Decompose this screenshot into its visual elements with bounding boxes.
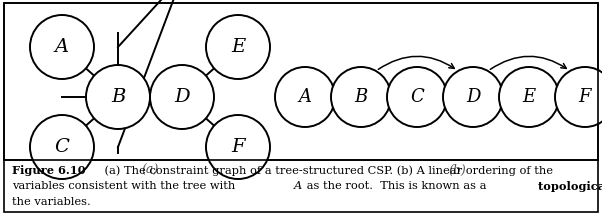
Bar — [4, 3, 598, 160]
Text: variables consistent with the tree with: variables consistent with the tree with — [12, 181, 239, 191]
Text: E: E — [231, 38, 245, 56]
Circle shape — [555, 67, 602, 127]
Text: (a): (a) — [141, 163, 158, 177]
Circle shape — [499, 67, 559, 127]
Circle shape — [86, 65, 150, 129]
Text: B: B — [111, 88, 125, 106]
Circle shape — [387, 67, 447, 127]
Text: Figure 6.10: Figure 6.10 — [12, 165, 85, 176]
Text: C: C — [410, 88, 424, 106]
Text: (b): (b) — [448, 163, 466, 177]
Text: B: B — [355, 88, 368, 106]
Circle shape — [30, 15, 94, 79]
Text: F: F — [579, 88, 591, 106]
Text: E: E — [523, 88, 536, 106]
Text: A: A — [299, 88, 311, 106]
Circle shape — [331, 67, 391, 127]
Circle shape — [206, 115, 270, 179]
Text: as the root.  This is known as a: as the root. This is known as a — [303, 181, 490, 191]
Text: D: D — [174, 88, 190, 106]
Circle shape — [150, 65, 214, 129]
Circle shape — [275, 67, 335, 127]
Text: A: A — [294, 181, 302, 191]
Text: D: D — [466, 88, 480, 106]
Text: the variables.: the variables. — [12, 197, 91, 207]
Circle shape — [30, 115, 94, 179]
Text: C: C — [55, 138, 69, 156]
Text: topological sort: topological sort — [538, 181, 602, 192]
Circle shape — [206, 15, 270, 79]
Circle shape — [443, 67, 503, 127]
Text: F: F — [231, 138, 245, 156]
Text: (a) The constraint graph of a tree-structured CSP. (b) A linear ordering of the: (a) The constraint graph of a tree-struc… — [90, 165, 553, 176]
Text: A: A — [55, 38, 69, 56]
